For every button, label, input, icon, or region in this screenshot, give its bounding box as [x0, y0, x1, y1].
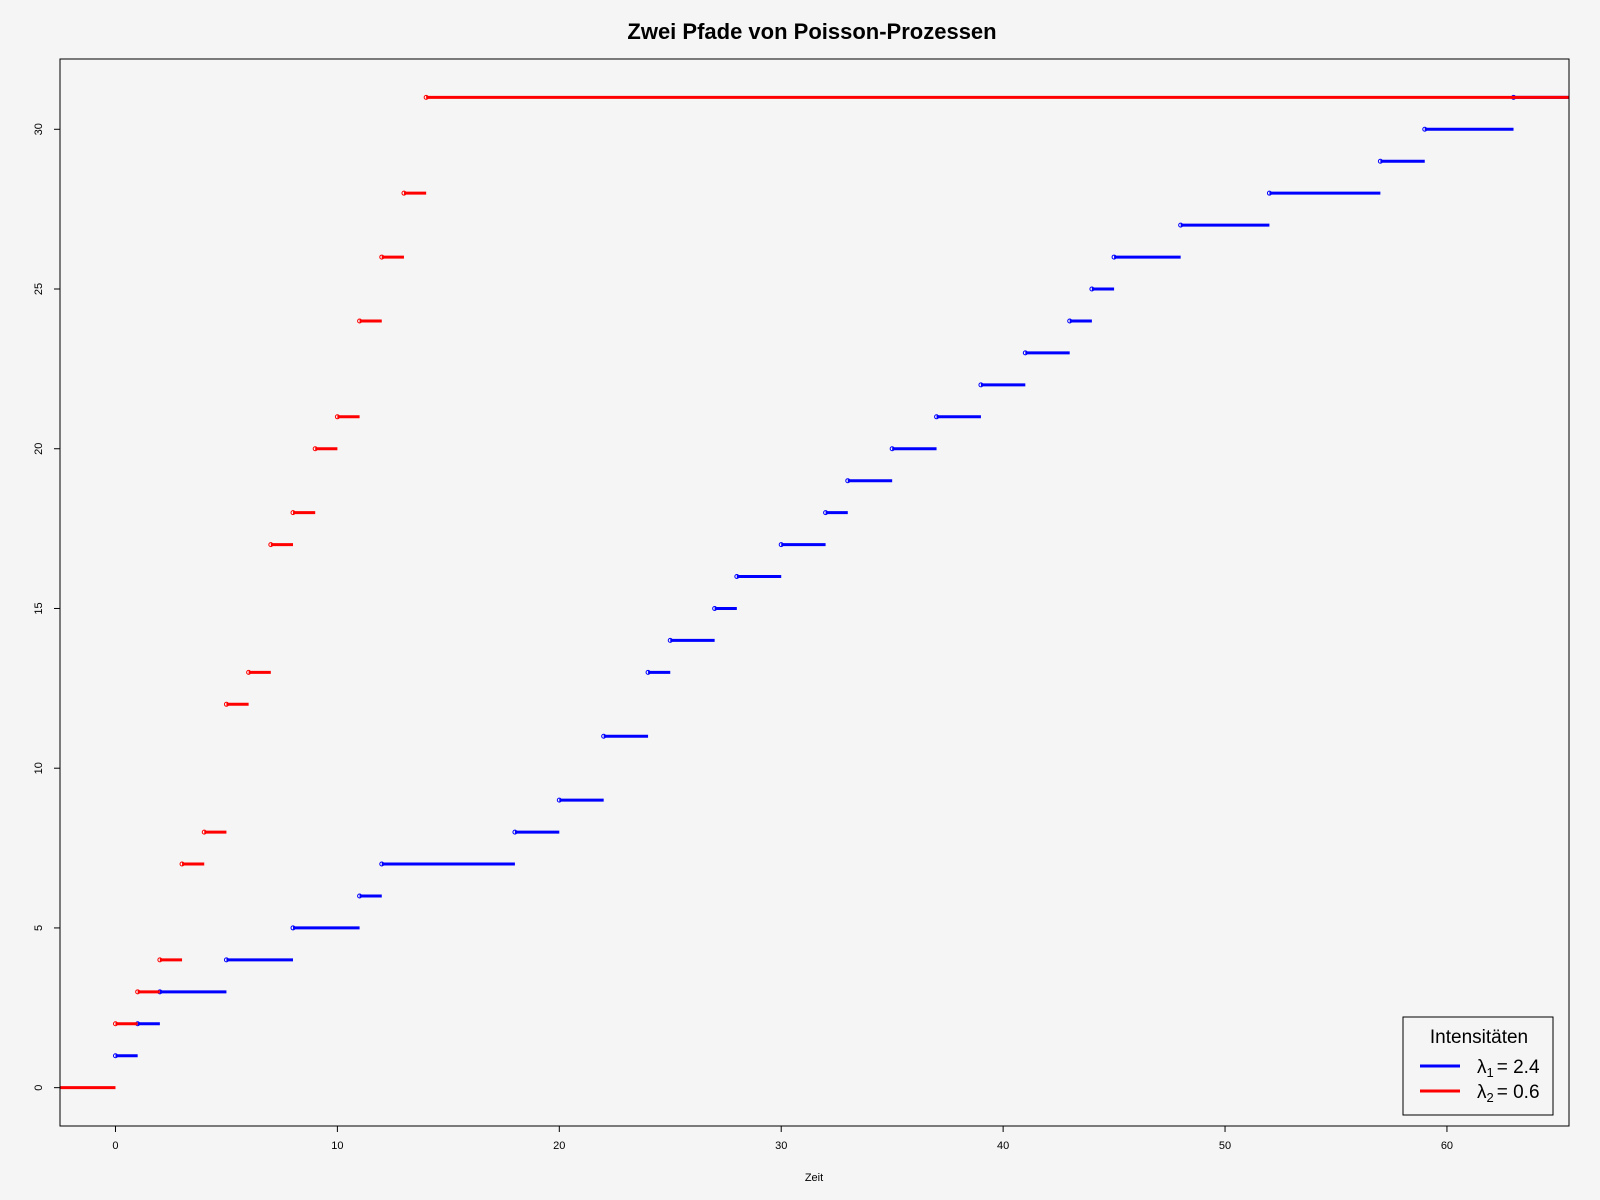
jump-point: [1067, 318, 1073, 324]
jump-point: [667, 637, 673, 643]
x-tick-label: 40: [997, 1140, 1009, 1152]
jump-point: [357, 318, 363, 324]
jump-point: [290, 510, 296, 516]
jump-point: [889, 446, 895, 452]
jump-point: [823, 510, 829, 516]
x-tick-label: 0: [112, 1140, 118, 1152]
jump-point: [423, 94, 429, 100]
chart-title: Zwei Pfade von Poisson-Prozessen: [627, 19, 996, 44]
jump-point: [201, 829, 207, 835]
jump-point: [556, 797, 562, 803]
legend-box: [1402, 1016, 1554, 1116]
y-tick-label: 15: [33, 602, 45, 614]
jump-point: [334, 414, 340, 420]
y-tick-label: 20: [33, 443, 45, 455]
jump-point: [223, 701, 229, 707]
jump-point: [934, 414, 940, 420]
jump-point: [112, 1021, 118, 1027]
jump-point: [601, 733, 607, 739]
jump-point: [512, 829, 518, 835]
series-1: [112, 94, 1569, 1059]
y-tick-label: 30: [33, 123, 45, 135]
x-tick-label: 30: [775, 1140, 787, 1152]
y-tick-label: 0: [33, 1085, 45, 1091]
jump-point: [112, 1053, 118, 1059]
legend: Intensitäten λ1 = 2.4λ2 = 0.6: [1402, 1016, 1554, 1116]
jump-point: [312, 446, 318, 452]
legend-title: Intensitäten: [1430, 1027, 1528, 1048]
jump-point: [1089, 286, 1095, 292]
y-tick-label: 25: [33, 283, 45, 295]
jump-point: [223, 957, 229, 963]
jump-point: [157, 957, 163, 963]
jump-point: [401, 190, 407, 196]
jump-point: [357, 893, 363, 899]
jump-point: [135, 989, 141, 995]
jump-point: [1422, 126, 1428, 132]
x-tick-label: 60: [1441, 1140, 1453, 1152]
legend-entries: λ1 = 2.4λ2 = 0.6: [1420, 1057, 1540, 1105]
jump-point: [845, 478, 851, 484]
x-axis: 0 10 20 30 40 50 60: [112, 1126, 1453, 1152]
jump-point: [1178, 222, 1184, 228]
jump-point: [978, 382, 984, 388]
jump-point: [379, 254, 385, 260]
jump-point: [268, 542, 274, 548]
y-tick-label: 5: [33, 925, 45, 931]
x-tick-label: 50: [1219, 1140, 1231, 1152]
jump-point: [645, 669, 651, 675]
plot-frame: [59, 58, 1570, 1127]
jump-point: [379, 861, 385, 867]
y-axis: 0 5 10 15 20 25 30: [33, 123, 60, 1091]
legend-label: λ2 = 0.6: [1477, 1082, 1540, 1105]
jump-point: [1111, 254, 1117, 260]
jump-point: [1266, 190, 1272, 196]
jump-point: [290, 925, 296, 931]
legend-label: λ1 = 2.4: [1477, 1057, 1540, 1080]
jump-point: [246, 669, 252, 675]
x-tick-label: 20: [553, 1140, 565, 1152]
jump-point: [778, 542, 784, 548]
y-tick-label: 10: [33, 762, 45, 774]
jump-point: [179, 861, 185, 867]
jump-point: [1377, 158, 1383, 164]
jump-point: [734, 574, 740, 580]
jump-point: [1022, 350, 1028, 356]
series-layer: [60, 94, 1569, 1090]
x-axis-title: Zeit: [805, 1172, 823, 1184]
x-tick-label: 10: [331, 1140, 343, 1152]
series-2: [60, 94, 1569, 1090]
jump-point: [712, 605, 718, 611]
